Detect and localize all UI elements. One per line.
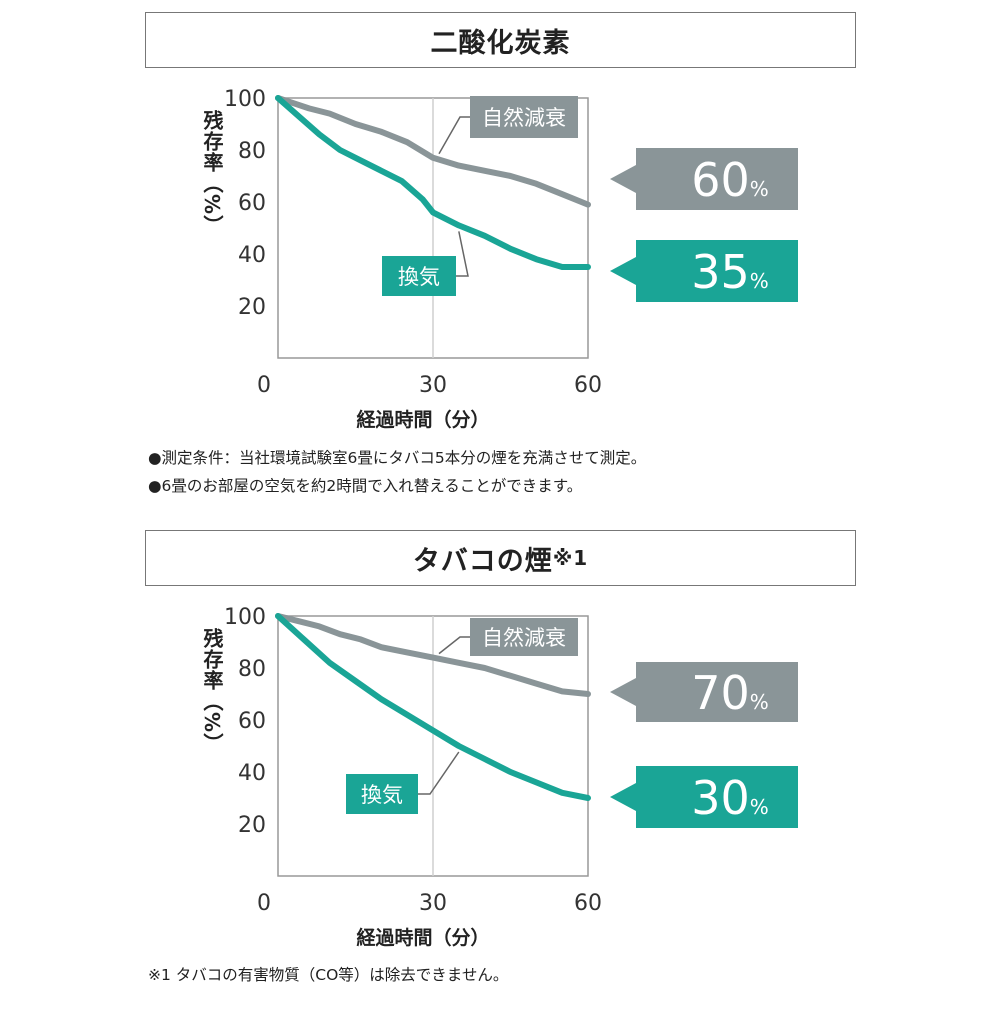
end-value-ventilation: 35% — [691, 245, 769, 299]
y-tick-label: 20 — [238, 813, 266, 838]
end-value-box-decay — [610, 148, 798, 210]
chart-title-note: ※1 — [552, 546, 589, 570]
leader-line — [438, 116, 470, 155]
series-line-ventilation — [275, 613, 591, 801]
end-value-decay: 60% — [691, 153, 769, 207]
x-axis-label: 経過時間（分） — [356, 408, 489, 431]
end-value-decay: 70% — [691, 666, 769, 720]
leader-line — [418, 751, 460, 795]
y-axis-label: 残存率（%） — [200, 628, 224, 754]
leader-line — [456, 231, 469, 277]
x-tick-label: 60 — [574, 373, 602, 398]
x-tick-label: 0 — [257, 891, 271, 916]
x-tick-label: 30 — [419, 891, 447, 916]
y-tick-label: 100 — [224, 87, 266, 112]
end-value-box-ventilation — [610, 766, 798, 828]
series-label-ventilation: 換気 — [398, 265, 440, 289]
y-tick-label: 40 — [238, 243, 266, 268]
series-label-box — [346, 774, 418, 814]
y-tick-label: 80 — [238, 657, 266, 682]
series-label-box — [382, 256, 456, 296]
note-air-exchange: ●6畳のお部屋の空気を約2時間で入れ替えることができます。 — [148, 477, 583, 495]
note-conditions: ●測定条件：当社環境試験室6畳にタバコ5本分の煙を充満させて測定。 — [148, 449, 647, 467]
leader-line — [438, 636, 470, 655]
x-tick-label: 0 — [257, 373, 271, 398]
chart-title-text: 二酸化炭素 — [430, 27, 571, 59]
series-line-ventilation — [275, 95, 591, 270]
series-line-decay — [275, 613, 591, 697]
end-value-box-decay — [610, 662, 798, 722]
y-tick-label: 40 — [238, 761, 266, 786]
series-label-ventilation: 換気 — [361, 783, 403, 807]
end-value-box-ventilation — [610, 240, 798, 302]
y-tick-label: 20 — [238, 295, 266, 320]
y-tick-label: 60 — [238, 709, 266, 734]
footnote: ※1 タバコの有害物質（CO等）は除去できません。 — [148, 966, 509, 984]
series-label-decay: 自然減衰 — [482, 106, 566, 130]
series-line-decay — [275, 95, 591, 208]
x-tick-label: 60 — [574, 891, 602, 916]
y-tick-label: 60 — [238, 191, 266, 216]
series-label-decay: 自然減衰 — [482, 626, 566, 650]
series-label-box — [470, 96, 578, 138]
y-axis-label: 残存率（%） — [200, 110, 224, 236]
series-label-box — [470, 618, 578, 656]
chart-title-co2: 二酸化炭素 — [145, 12, 856, 68]
y-tick-label: 80 — [238, 139, 266, 164]
end-value-ventilation: 30% — [691, 771, 769, 825]
x-tick-label: 30 — [419, 373, 447, 398]
chart-title-smoke: タバコの煙 ※1 — [145, 530, 856, 586]
chart-title-text: タバコの煙 — [412, 545, 553, 577]
measurement-notes: ●測定条件：当社環境試験室6畳にタバコ5本分の煙を充満させて測定。 ●6畳のお部… — [148, 444, 646, 500]
x-axis-label: 経過時間（分） — [356, 926, 489, 949]
y-tick-label: 100 — [224, 605, 266, 630]
